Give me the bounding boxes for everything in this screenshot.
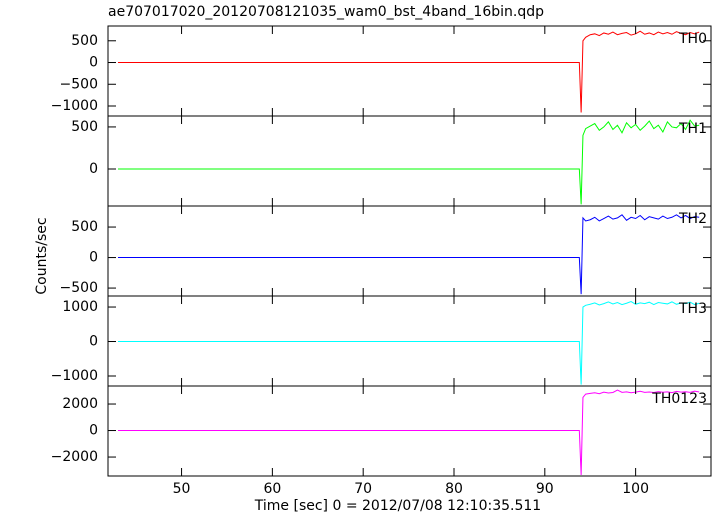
y-tick-label: 2000 (62, 396, 98, 412)
y-tick-label: 500 (71, 119, 98, 135)
x-tick-label: 100 (622, 481, 649, 497)
y-tick-label: 500 (71, 33, 98, 49)
y-tick-label: −500 (60, 280, 98, 296)
data-line (117, 119, 700, 205)
y-tick-label: 0 (89, 55, 98, 71)
y-tick-label: 0 (89, 161, 98, 177)
data-line (117, 389, 700, 475)
data-line (117, 30, 700, 113)
y-tick-label: 0 (89, 334, 98, 350)
x-tick-label: 80 (445, 481, 463, 497)
x-tick-label: 60 (263, 481, 281, 497)
series-label: TH3 (678, 301, 707, 317)
panel-frame (107, 295, 712, 387)
y-tick-label: 1000 (62, 299, 98, 315)
y-tick-label: 0 (89, 423, 98, 439)
y-tick-label: −500 (60, 76, 98, 92)
y-tick-label: 0 (89, 250, 98, 266)
y-tick-label: −1000 (51, 368, 98, 384)
x-axis-label: Time [sec] 0 = 2012/07/08 12:10:35.511 (254, 498, 541, 514)
series-label: TH0123 (651, 391, 707, 407)
panel-frame (107, 205, 712, 297)
series-label: TH1 (678, 121, 707, 137)
series-label: TH2 (678, 211, 707, 227)
panel-frame (107, 25, 712, 117)
x-tick-label: 90 (536, 481, 554, 497)
y-tick-label: −2000 (51, 449, 98, 465)
y-tick-label: −1000 (51, 98, 98, 114)
data-line (117, 300, 700, 385)
series-label: TH0 (678, 31, 707, 47)
data-line (117, 214, 700, 295)
chart-title: ae707017020_20120708121035_wam0_bst_4ban… (108, 4, 544, 20)
y-axis-label: Counts/sec (34, 217, 50, 294)
y-tick-label: 500 (71, 219, 98, 235)
x-tick-label: 70 (354, 481, 372, 497)
x-tick-label: 50 (173, 481, 191, 497)
